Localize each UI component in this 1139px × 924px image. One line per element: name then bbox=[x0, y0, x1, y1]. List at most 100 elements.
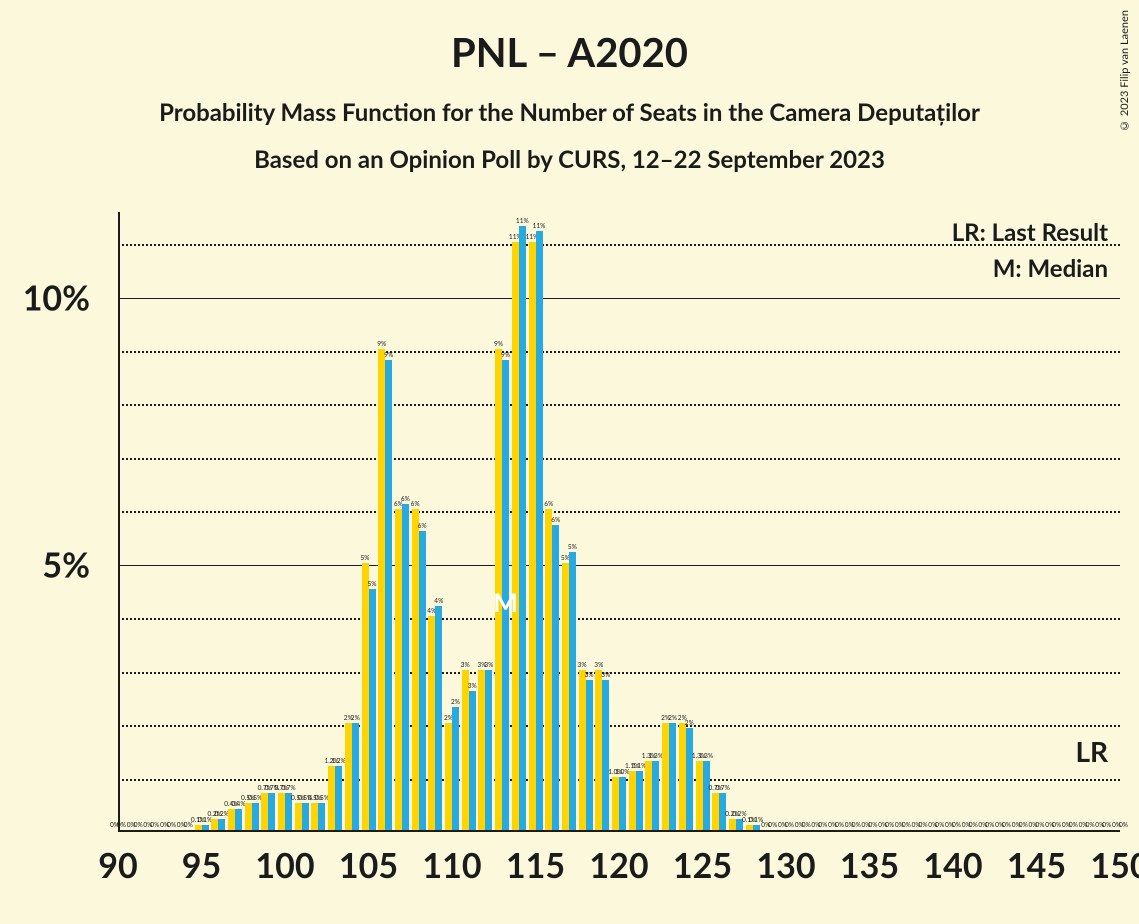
bar-label-blue: 11% bbox=[533, 223, 546, 230]
x-axis-line bbox=[118, 830, 1120, 832]
gridline-minor bbox=[118, 672, 1120, 674]
bar-yellow: 0.5% bbox=[245, 803, 252, 830]
chart-container: PNL – A2020 Probability Mass Function fo… bbox=[0, 0, 1139, 924]
bar-yellow: 3% bbox=[595, 670, 602, 830]
bar-yellow: 0.5% bbox=[311, 803, 318, 830]
bar-label-blue: 3% bbox=[601, 672, 610, 679]
bar-label-blue: 1.3% bbox=[649, 753, 663, 760]
gridline-minor bbox=[118, 458, 1120, 460]
bar-blue: 0.7% bbox=[268, 793, 275, 830]
bar-label-blue: 11% bbox=[516, 218, 529, 225]
bar-label-blue: 0.7% bbox=[716, 785, 730, 792]
bar-label-blue: 3% bbox=[585, 672, 594, 679]
bar-label-blue: 0% bbox=[1086, 822, 1095, 829]
bar-label-blue: 0% bbox=[1119, 822, 1128, 829]
bar-yellow: 1.3% bbox=[696, 761, 703, 830]
bar-yellow: 1.2% bbox=[328, 766, 335, 830]
bar-blue: 5% bbox=[569, 552, 576, 830]
y-tick-label: 5% bbox=[0, 544, 90, 585]
chart-title-sub1: Probability Mass Function for the Number… bbox=[0, 98, 1139, 127]
bar-label-blue: 4% bbox=[434, 598, 443, 605]
x-tick-label: 110 bbox=[422, 845, 481, 886]
bar-yellow: 9% bbox=[378, 349, 385, 830]
x-tick-label: 115 bbox=[506, 845, 565, 886]
x-tick-label: 100 bbox=[255, 845, 314, 886]
gridline-minor bbox=[118, 511, 1120, 513]
bar-label-blue: 0.5% bbox=[315, 795, 329, 802]
bar-yellow: 0.7% bbox=[278, 793, 285, 830]
y-axis-line bbox=[118, 212, 120, 832]
x-tick-label: 95 bbox=[182, 845, 221, 886]
bar-label-blue: 0% bbox=[802, 822, 811, 829]
bar-label-blue: 0% bbox=[985, 822, 994, 829]
bar-blue: 6% bbox=[419, 531, 426, 830]
bar-label-blue: 1.1% bbox=[632, 763, 646, 770]
bar-label-blue: 0% bbox=[117, 822, 126, 829]
gridline-major bbox=[118, 298, 1120, 300]
bar-label-blue: 0% bbox=[935, 822, 944, 829]
chart-title-main: PNL – A2020 bbox=[0, 28, 1139, 76]
bar-label-blue: 0% bbox=[1002, 822, 1011, 829]
bar-blue: 0.5% bbox=[318, 803, 325, 830]
bar-yellow: 0.7% bbox=[261, 793, 268, 830]
bar-yellow: 3% bbox=[579, 670, 586, 830]
bar-label-blue: 0% bbox=[167, 822, 176, 829]
plot-area: LR: Last Result M: Median 5%10%909510010… bbox=[118, 212, 1120, 832]
bar-label-blue: 0% bbox=[919, 822, 928, 829]
bar-blue: 2% bbox=[352, 723, 359, 830]
copyright-text: © 2023 Filip van Laenen bbox=[1118, 10, 1131, 132]
bar-label-blue: 2% bbox=[351, 715, 360, 722]
x-tick-label: 105 bbox=[339, 845, 398, 886]
bar-blue: 0.1% bbox=[753, 825, 760, 830]
x-tick-label: 120 bbox=[589, 845, 648, 886]
bar-label-blue: 2% bbox=[668, 715, 677, 722]
x-tick-label: 135 bbox=[840, 845, 899, 886]
bar-blue: 1.1% bbox=[636, 771, 643, 830]
median-marker: M bbox=[493, 586, 518, 618]
bar-label-yellow: 9% bbox=[494, 341, 503, 348]
bar-blue: 4% bbox=[435, 606, 442, 830]
bar-label-blue: 6% bbox=[401, 496, 410, 503]
bar-label-blue: 9% bbox=[501, 352, 510, 359]
bar-blue: 1.2% bbox=[335, 766, 342, 830]
bar-yellow: 0.2% bbox=[211, 819, 218, 830]
bar-label-blue: 1.3% bbox=[699, 753, 713, 760]
bar-yellow: 0.7% bbox=[712, 793, 719, 830]
bar-label-blue: 0% bbox=[885, 822, 894, 829]
bar-label-blue: 6% bbox=[551, 517, 560, 524]
bar-blue: 0.4% bbox=[235, 809, 242, 830]
bar-label-blue: 0% bbox=[1102, 822, 1111, 829]
bar-yellow: 2% bbox=[445, 723, 452, 830]
bar-label-blue: 0.2% bbox=[215, 811, 229, 818]
bar-yellow: 6% bbox=[395, 509, 402, 830]
bar-yellow: 3% bbox=[478, 670, 485, 830]
bar-yellow: 11% bbox=[512, 242, 519, 830]
chart-title-sub2: Based on an Opinion Poll by CURS, 12–22 … bbox=[0, 145, 1139, 174]
bar-blue: 2% bbox=[669, 723, 676, 830]
bar-label-blue: 0% bbox=[852, 822, 861, 829]
bar-label-blue: 0% bbox=[969, 822, 978, 829]
bar-label-yellow: 3% bbox=[461, 662, 470, 669]
x-tick-label: 140 bbox=[923, 845, 982, 886]
gridline-major bbox=[118, 565, 1120, 567]
bar-yellow: 5% bbox=[562, 563, 569, 830]
bar-label-blue: 5% bbox=[368, 581, 377, 588]
bar-blue: 11% bbox=[519, 226, 526, 830]
bar-blue: 6% bbox=[552, 525, 559, 830]
gridline-minor bbox=[118, 244, 1120, 246]
bar-label-yellow: 3% bbox=[578, 662, 587, 669]
bar-label-blue: 2% bbox=[685, 720, 694, 727]
bar-label-yellow: 6% bbox=[544, 501, 553, 508]
lr-marker: LR bbox=[1075, 734, 1108, 768]
bar-blue: 5% bbox=[369, 589, 376, 830]
bar-yellow: 2% bbox=[345, 723, 352, 830]
bar-label-blue: 0% bbox=[1052, 822, 1061, 829]
x-tick-label: 130 bbox=[756, 845, 815, 886]
bar-blue: 0.5% bbox=[302, 803, 309, 830]
bar-yellow: 0.4% bbox=[228, 809, 235, 830]
bar-blue: 0.5% bbox=[252, 803, 259, 830]
bar-yellow: 5% bbox=[362, 563, 369, 830]
legend-median: M: Median bbox=[993, 254, 1108, 283]
bar-label-blue: 0% bbox=[902, 822, 911, 829]
legend-lr: LR: Last Result bbox=[952, 218, 1108, 247]
